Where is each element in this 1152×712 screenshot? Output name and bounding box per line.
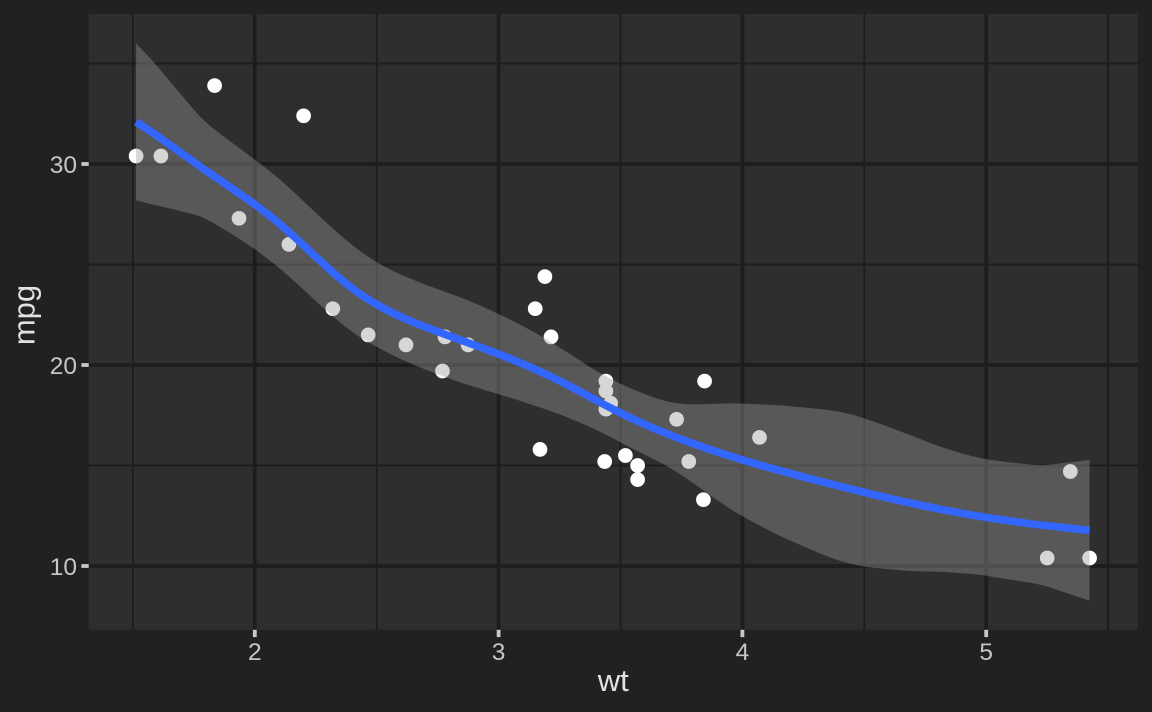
svg-text:20: 20 <box>50 353 77 380</box>
svg-text:5: 5 <box>979 639 993 666</box>
svg-text:2: 2 <box>248 639 262 666</box>
svg-text:10: 10 <box>50 554 77 581</box>
svg-text:30: 30 <box>50 152 77 179</box>
svg-text:mpg: mpg <box>6 285 41 345</box>
svg-text:3: 3 <box>492 639 506 666</box>
svg-text:4: 4 <box>736 639 750 666</box>
svg-text:wt: wt <box>597 663 629 698</box>
